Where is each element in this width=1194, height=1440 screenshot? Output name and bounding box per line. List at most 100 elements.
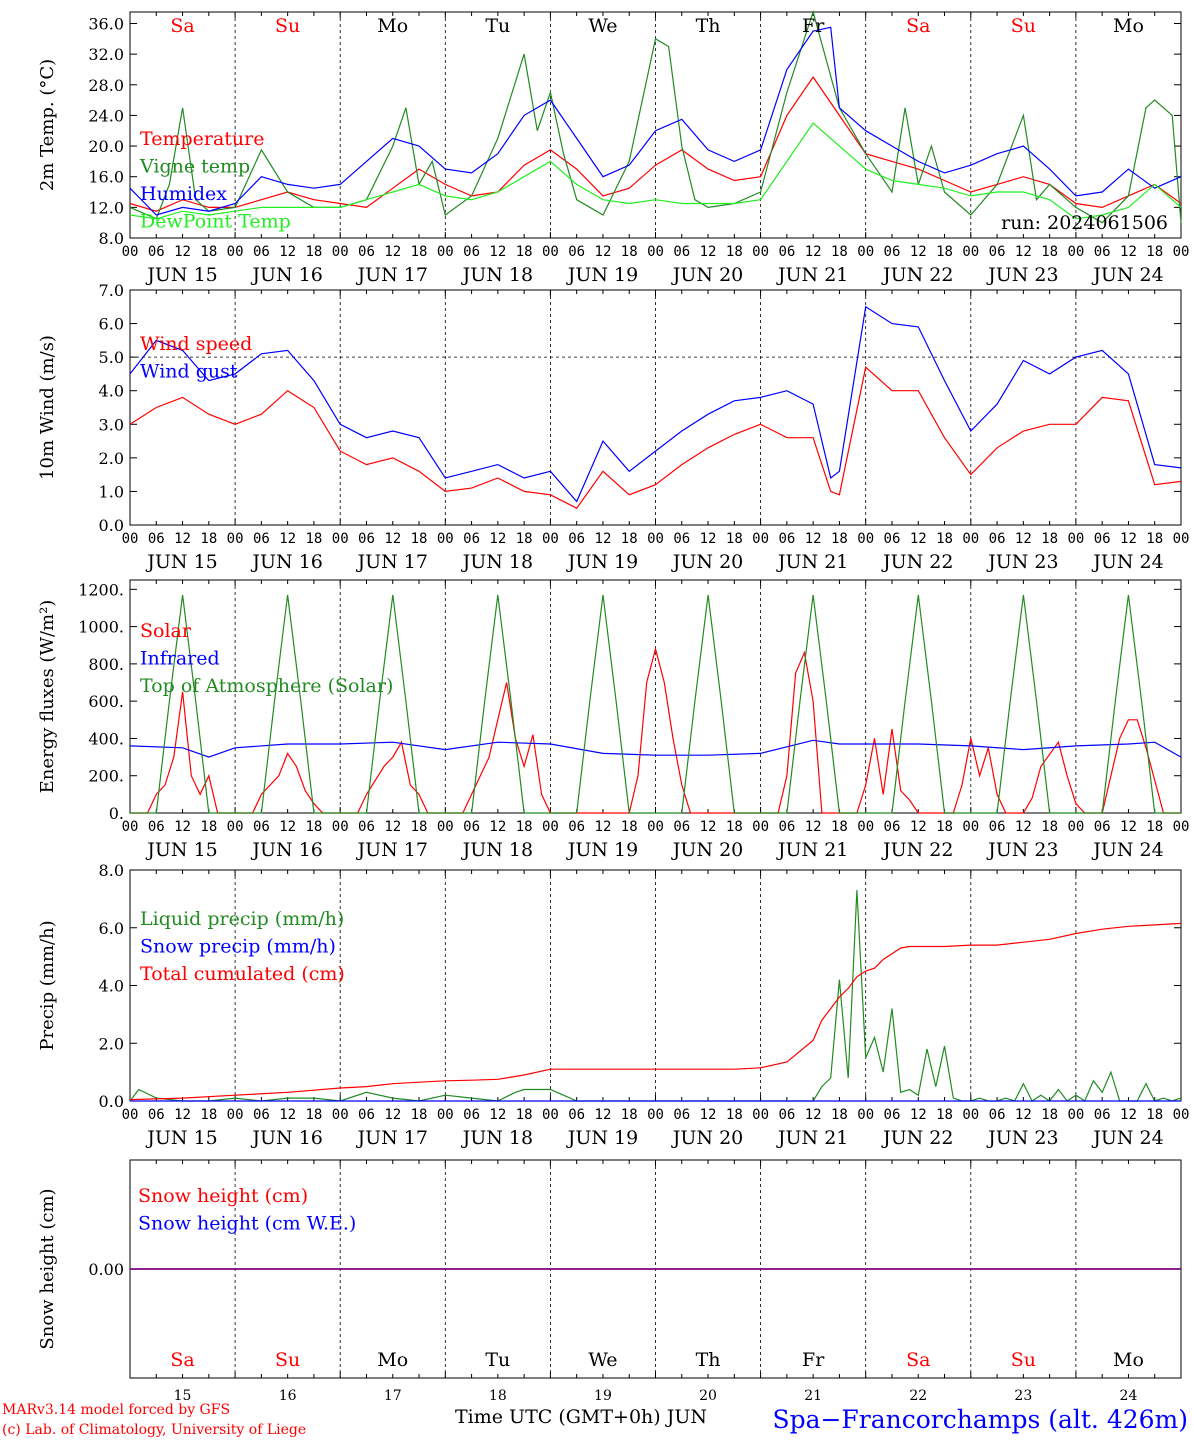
legend-entry: Wind gust	[140, 361, 238, 383]
hour-tick-label: 06	[358, 819, 375, 835]
hour-tick-label: 18	[516, 819, 533, 835]
hour-tick-label: 18	[411, 1107, 428, 1123]
hour-tick-label: 18	[1041, 244, 1058, 260]
series-line-2	[129, 9, 1182, 224]
hour-tick-label: 12	[805, 1107, 822, 1123]
date-label: JUN 24	[1091, 264, 1163, 286]
hour-tick-label: 06	[253, 244, 270, 260]
legend-entry: Infrared	[140, 648, 220, 670]
date-label: JUN 18	[461, 264, 533, 286]
credit-line-1: MARv3.14 model forced by GFS	[2, 1402, 230, 1418]
hour-tick-label: 06	[778, 819, 795, 835]
hour-tick-label: 12	[910, 244, 927, 260]
date-label: JUN 24	[1091, 1127, 1163, 1149]
hour-tick-label: 00	[437, 819, 454, 835]
hour-tick-label: 06	[568, 1107, 585, 1123]
y-tick-label: 400.	[88, 729, 124, 748]
panel-4: 0.0 2.0 4.0 6.0 8.0 Precip (mm/h) Liquid preci…	[37, 861, 1189, 1149]
hour-tick-label: 18	[200, 1107, 217, 1123]
series-line-3	[129, 26, 1182, 216]
day-of-week-label: Su	[275, 1349, 300, 1371]
day-of-week-label: Su	[1011, 15, 1036, 37]
date-label: JUN 21	[776, 1127, 848, 1149]
hour-tick-label: 00	[647, 531, 664, 547]
panel-3: 0. 200. 400. 600. 800. 1000. 1200. Energy fluxe…	[37, 579, 1189, 861]
hour-tick-label: 06	[358, 244, 375, 260]
legend-entry: Snow precip (mm/h)	[140, 936, 336, 958]
y-tick-label: 36.0	[88, 14, 124, 33]
hour-tick-label: 00	[332, 531, 349, 547]
hour-tick-label: 12	[174, 531, 191, 547]
hour-tick-label: 06	[568, 531, 585, 547]
hour-tick-label: 18	[621, 531, 638, 547]
legend-entry: DewPoint Temp	[140, 211, 291, 233]
hour-tick-label: 18	[831, 1107, 848, 1123]
legend-entry: Wind speed	[140, 333, 252, 355]
hour-tick-label: 12	[174, 819, 191, 835]
panel-5: 0.00 Snow height (cm) Snow height (cm) Snow…	[37, 1159, 1182, 1404]
hour-tick-label: 00	[437, 531, 454, 547]
hour-tick-label: 00	[962, 531, 979, 547]
legend-entry: Vigne temp	[139, 156, 250, 178]
date-label: JUN 22	[881, 1127, 953, 1149]
hour-tick-label: 06	[148, 819, 165, 835]
y-tick-label: 0.00	[88, 1260, 124, 1279]
hour-tick-label: 06	[884, 1107, 901, 1123]
hour-tick-label: 18	[1146, 819, 1163, 835]
series-line-1	[129, 76, 1182, 212]
legend-entry: Solar	[140, 620, 192, 642]
hour-tick-label: 18	[621, 1107, 638, 1123]
hour-tick-label: 12	[700, 819, 717, 835]
hour-tick-label: 12	[1015, 531, 1032, 547]
hour-tick-label: 06	[1094, 819, 1111, 835]
date-label: JUN 20	[671, 551, 743, 573]
hour-tick-label: 12	[489, 1107, 506, 1123]
y-tick-label: 3.0	[99, 415, 124, 434]
hour-tick-label: 00	[752, 244, 769, 260]
hour-tick-label: 00	[1173, 531, 1190, 547]
hour-tick-label: 18	[516, 244, 533, 260]
hour-tick-label: 06	[989, 819, 1006, 835]
date-label: JUN 15	[145, 551, 217, 573]
hour-tick-label: 18	[936, 531, 953, 547]
hour-tick-label: 18	[1041, 1107, 1058, 1123]
y-tick-label: 4.0	[99, 977, 124, 996]
day-number-label: 18	[489, 1388, 507, 1404]
y-tick-label: 600.	[88, 692, 124, 711]
hour-tick-label: 06	[463, 1107, 480, 1123]
hour-tick-label: 00	[122, 531, 139, 547]
hour-tick-label: 12	[910, 1107, 927, 1123]
hour-tick-label: 06	[989, 531, 1006, 547]
hour-tick-label: 00	[1173, 1107, 1190, 1123]
date-label: JUN 20	[671, 1127, 743, 1149]
hour-tick-label: 06	[673, 244, 690, 260]
hour-tick-label: 18	[726, 1107, 743, 1123]
hour-tick-label: 06	[463, 819, 480, 835]
hour-tick-label: 06	[778, 244, 795, 260]
hour-tick-label: 06	[253, 1107, 270, 1123]
station-title: Spa−Francorchamps (alt. 426m)	[772, 1405, 1188, 1434]
hour-tick-label: 18	[1041, 531, 1058, 547]
y-axis-label: Energy fluxes (W/m²)	[37, 600, 58, 794]
hour-tick-label: 00	[962, 1107, 979, 1123]
hour-tick-label: 18	[1146, 244, 1163, 260]
date-label: JUN 24	[1091, 551, 1163, 573]
hour-tick-label: 12	[384, 819, 401, 835]
hour-tick-label: 00	[122, 244, 139, 260]
date-label: JUN 15	[145, 1127, 217, 1149]
day-of-week-label: Mo	[1113, 1349, 1144, 1371]
hour-tick-label: 12	[384, 1107, 401, 1123]
y-axis-label: 10m Wind (m/s)	[37, 335, 58, 480]
hour-tick-label: 00	[752, 1107, 769, 1123]
hour-tick-label: 12	[700, 244, 717, 260]
hour-tick-label: 12	[489, 819, 506, 835]
hour-tick-label: 12	[700, 1107, 717, 1123]
day-number-label: 16	[279, 1388, 297, 1404]
hour-tick-label: 06	[1094, 244, 1111, 260]
hour-tick-label: 18	[1146, 531, 1163, 547]
hour-tick-label: 00	[122, 819, 139, 835]
day-of-week-label: Th	[696, 15, 721, 37]
day-of-week-label: Tu	[485, 15, 510, 37]
day-of-week-label: We	[588, 15, 617, 37]
